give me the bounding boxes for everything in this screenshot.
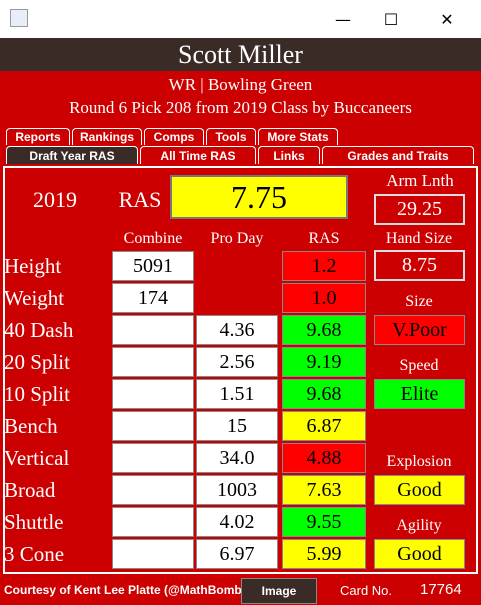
tab[interactable]: All Time RAS (140, 146, 256, 164)
arm-value: 29.25 (374, 194, 465, 225)
tab[interactable]: Links (258, 146, 320, 164)
side-label: Agility (396, 517, 442, 534)
combine-cell (112, 315, 194, 345)
ras-score: 7.75 (170, 175, 348, 219)
row-label: Broad (4, 478, 56, 502)
card-label: Card No. (340, 583, 393, 598)
combine-cell: 5091 (112, 251, 194, 281)
ras-cell: 6.87 (282, 411, 366, 441)
player-name: Scott Miller (0, 38, 481, 71)
ras-cell: 9.68 (282, 315, 366, 345)
combine-cell (112, 443, 194, 473)
combine-cell: 174 (112, 283, 194, 313)
proday-cell: 6.97 (196, 539, 278, 569)
tab[interactable]: Draft Year RAS (6, 146, 138, 164)
row-label: Height (4, 254, 62, 278)
side-label: Explosion (386, 453, 452, 470)
title-bar: — ☐ ✕ (0, 0, 481, 38)
column-header: RAS (308, 230, 340, 247)
proday-cell: 1003 (196, 475, 278, 505)
row-label: 20 Split (4, 350, 70, 374)
row-label: 3 Cone (4, 542, 65, 566)
proday-cell: 4.36 (196, 315, 278, 345)
combine-cell (112, 379, 194, 409)
arm-label: Arm Lnth (386, 171, 454, 190)
proday-cell: 34.0 (196, 443, 278, 473)
draft-info: Round 6 Pick 208 from 2019 Class by Bucc… (69, 98, 412, 117)
content-panel (3, 166, 478, 574)
proday-cell: 4.02 (196, 507, 278, 537)
tab[interactable]: Grades and Traits (322, 146, 474, 164)
tab[interactable]: Tools (206, 128, 256, 145)
subtitle: WR | Bowling Green (168, 75, 313, 94)
rating-cell: Elite (374, 379, 465, 409)
maximize[interactable]: ☐ (383, 9, 399, 29)
card-number: 17764 (420, 581, 462, 598)
tab[interactable]: More Stats (258, 128, 338, 145)
ras-label: RAS (118, 187, 162, 212)
hand-value: 8.75 (374, 250, 465, 281)
combine-cell (112, 507, 194, 537)
row-label: Weight (4, 286, 65, 310)
ras-cell: 9.19 (282, 347, 366, 377)
side-label: Size (405, 293, 433, 310)
combine-cell (112, 411, 194, 441)
combine-cell (112, 475, 194, 505)
tab[interactable]: Rankings (72, 128, 142, 145)
rating-cell: Good (374, 539, 465, 569)
tab[interactable]: Reports (6, 128, 70, 145)
minimize[interactable]: — (335, 9, 351, 29)
proday-cell: 15 (196, 411, 278, 441)
app-icon (10, 9, 28, 27)
ras-cell: 1.2 (282, 251, 366, 281)
ras-cell: 5.99 (282, 539, 366, 569)
ras-cell: 9.55 (282, 507, 366, 537)
rating-cell: Good (374, 475, 465, 505)
ras-cell: 4.88 (282, 443, 366, 473)
ras-cell: 1.0 (282, 283, 366, 313)
row-label: Bench (4, 414, 58, 438)
proday-cell: 1.51 (196, 379, 278, 409)
column-header: Hand Size (385, 230, 453, 247)
ras-cell: 7.63 (282, 475, 366, 505)
combine-cell (112, 539, 194, 569)
year: 2019 (33, 187, 77, 212)
credit: Courtesy of Kent Lee Platte (@MathBomb) (4, 583, 246, 597)
close[interactable]: ✕ (440, 9, 454, 29)
tab[interactable]: Comps (144, 128, 204, 145)
row-label: 10 Split (4, 382, 70, 406)
ras-cell: 9.68 (282, 379, 366, 409)
column-header: Combine (123, 230, 183, 247)
proday-cell: 2.56 (196, 347, 278, 377)
image-button[interactable]: Image (241, 578, 317, 604)
row-label: Vertical (4, 446, 70, 470)
row-label: Shuttle (4, 510, 64, 534)
side-label: Speed (399, 357, 439, 374)
combine-cell (112, 347, 194, 377)
row-label: 40 Dash (4, 318, 74, 342)
rating-cell: V.Poor (374, 315, 465, 345)
column-header: Pro Day (210, 230, 264, 247)
